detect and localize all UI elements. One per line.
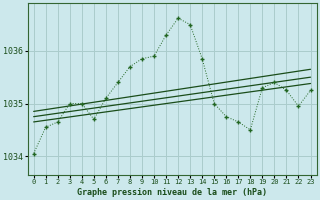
X-axis label: Graphe pression niveau de la mer (hPa): Graphe pression niveau de la mer (hPa) <box>77 188 267 197</box>
